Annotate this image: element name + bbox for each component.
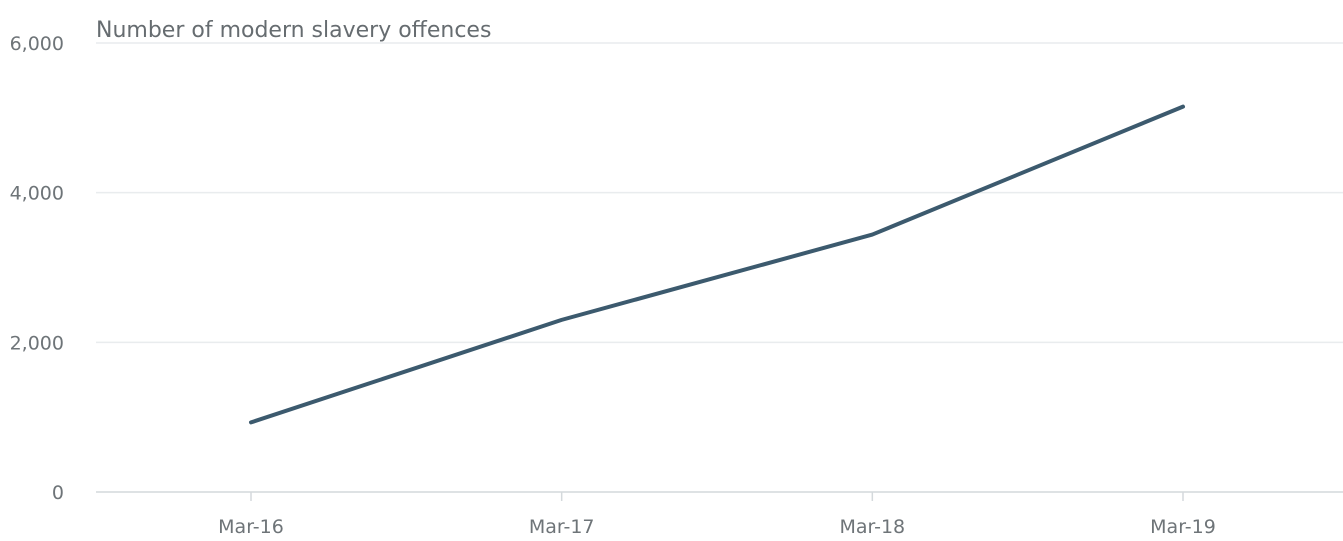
series-lines bbox=[249, 104, 1185, 425]
y-tick-label: 0 bbox=[52, 482, 64, 504]
y-tick-label: 6,000 bbox=[10, 33, 64, 55]
series-line bbox=[249, 104, 1185, 425]
gridlines bbox=[96, 42, 1343, 493]
chart-title: Number of modern slavery offences bbox=[96, 18, 491, 43]
x-tick-label: Mar-18 bbox=[839, 516, 905, 538]
y-axis-ticks: 0 2,000 4,000 6,000 bbox=[10, 33, 64, 504]
x-axis-ticks: Mar-16 Mar-17 Mar-18 Mar-19 bbox=[218, 492, 1216, 538]
x-tick-label: Mar-17 bbox=[529, 516, 595, 538]
x-tick-label: Mar-19 bbox=[1150, 516, 1216, 538]
y-tick-label: 4,000 bbox=[10, 183, 64, 205]
y-tick-label: 2,000 bbox=[10, 332, 64, 354]
x-tick-label: Mar-16 bbox=[218, 516, 284, 538]
